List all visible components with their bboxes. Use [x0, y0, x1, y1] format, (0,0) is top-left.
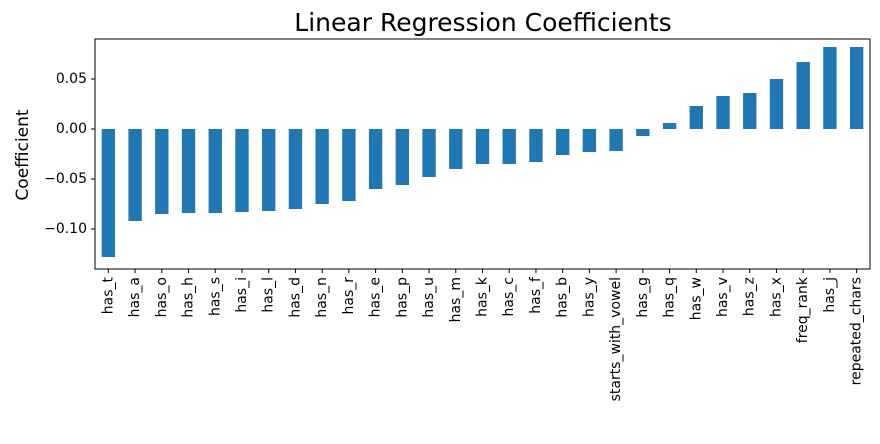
bar-has-d [288, 129, 303, 209]
plot-frame [94, 38, 871, 270]
bar-has-e [368, 129, 383, 189]
x-tick-label: has_p [394, 277, 410, 318]
x-tick-label: has_o [154, 277, 170, 317]
bar-has-q [662, 123, 677, 129]
bar-has-i [235, 129, 249, 212]
y-tick-label: −0.10 [44, 221, 87, 237]
x-tick-label: has_a [127, 277, 143, 317]
chart-title: Linear Regression Coefficients [294, 8, 671, 37]
bars-group [101, 47, 864, 257]
y-tick-label: −0.05 [44, 171, 87, 187]
x-tick-label: has_s [207, 277, 223, 316]
x-tick-label: has_n [314, 277, 330, 318]
bar-has-x [769, 79, 784, 129]
bar-has-m [449, 129, 463, 169]
x-tick-label: has_x [768, 277, 784, 317]
bar-freq-rank [796, 62, 810, 129]
bar-has-p [395, 129, 410, 185]
bar-has-z [743, 93, 757, 129]
x-tick-label: has_u [421, 277, 437, 318]
x-tick-label: has_k [475, 276, 491, 317]
x-tick-label: has_r [341, 277, 357, 315]
bar-has-v [716, 96, 730, 129]
x-tick-label: has_d [287, 277, 303, 318]
bar-has-f [529, 129, 543, 162]
x-tick-label: repeated_chars [849, 277, 865, 385]
x-tick-label: has_e [368, 277, 384, 317]
x-tick-label: has_t [100, 277, 116, 315]
bar-has-l [262, 129, 276, 211]
bar-has-y [582, 129, 597, 152]
x-tick-label: starts_with_vowel [608, 277, 624, 401]
x-tick-label: has_j [822, 277, 838, 313]
y-tick-label: 0.00 [56, 121, 87, 137]
x-tick-label: has_w [688, 277, 704, 320]
y-axis: −0.10 −0.05 0.00 0.05 [44, 71, 95, 237]
bar-starts-with-vowel [609, 129, 623, 151]
x-tick-label: has_g [635, 277, 651, 318]
bar-has-r [342, 129, 356, 201]
x-tick-label: has_y [581, 277, 597, 317]
x-tick-label: has_q [662, 277, 678, 318]
x-tick-label: has_c [501, 277, 517, 316]
bar-has-c [502, 129, 516, 164]
x-axis: has_t has_a has_o has_h has_s has_i has_l has_d… [100, 269, 865, 401]
bar-repeated-chars [849, 47, 864, 129]
bar-has-a [128, 129, 142, 221]
bar-has-n [315, 129, 329, 204]
bar-has-g [636, 129, 650, 136]
y-tick-label: 0.05 [56, 71, 87, 87]
bar-has-j [823, 47, 837, 129]
x-tick-label: has_b [555, 277, 571, 318]
bar-has-s [208, 129, 222, 213]
x-tick-label: has_f [528, 276, 544, 314]
y-axis-label: Coefficient [13, 109, 33, 200]
bar-has-w [689, 106, 703, 129]
bar-has-b [555, 129, 570, 155]
bar-has-u [422, 129, 436, 177]
x-tick-label: has_m [448, 277, 464, 322]
x-tick-label: has_h [181, 277, 197, 318]
x-tick-label: has_l [261, 277, 277, 313]
x-tick-label: has_i [234, 277, 250, 313]
bar-has-o [155, 129, 169, 214]
x-tick-label: freq_rank [795, 276, 811, 343]
x-tick-label: has_v [715, 277, 731, 317]
x-tick-label: has_z [742, 277, 758, 316]
bar-has-t [101, 129, 116, 257]
bar-has-k [475, 129, 490, 164]
bar-has-h [181, 129, 196, 213]
